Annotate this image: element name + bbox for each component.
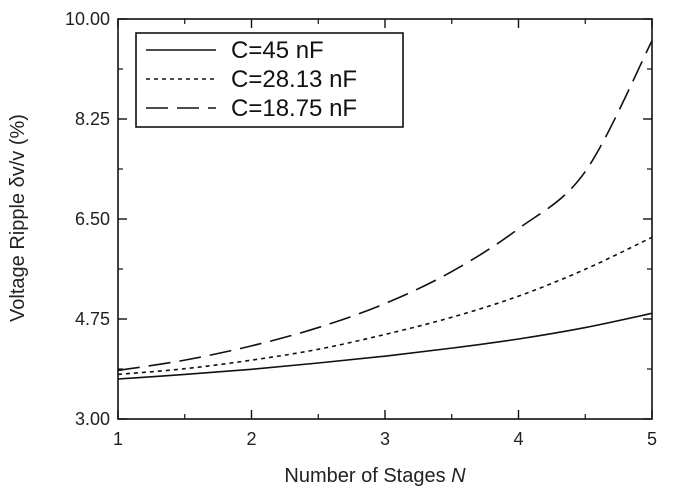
axis-tick-labels: 3.00 4.75 6.50 8.25 10.00 1 2 3 4 5 bbox=[65, 9, 657, 449]
series-line-2 bbox=[117, 236, 653, 376]
y-tick-label: 3.00 bbox=[75, 409, 110, 429]
x-tick-label: 4 bbox=[513, 429, 523, 449]
x-tick-label: 5 bbox=[647, 429, 657, 449]
y-tick-label: 6.50 bbox=[75, 209, 110, 229]
series-line-3 bbox=[117, 40, 653, 372]
data-series bbox=[117, 40, 653, 380]
y-tick-label: 4.75 bbox=[75, 309, 110, 329]
legend-label-1: C=45 nF bbox=[231, 37, 324, 64]
x-axis-title: Number of Stages N bbox=[284, 465, 466, 487]
x-tick-label: 2 bbox=[246, 429, 256, 449]
y-tick-label: 8.25 bbox=[75, 109, 110, 129]
legend-label-2: C=28.13 nF bbox=[231, 66, 357, 93]
y-axis-title: Voltage Ripple δv/v (%) bbox=[7, 114, 29, 322]
legend-label-3: C=18.75 nF bbox=[231, 95, 357, 122]
legend: C=45 nFC=28.13 nFC=18.75 nF bbox=[135, 32, 404, 128]
x-axis-title-variable: N bbox=[451, 465, 466, 487]
x-tick-label: 3 bbox=[380, 429, 390, 449]
series-line-1 bbox=[117, 312, 653, 380]
legend-box bbox=[135, 32, 404, 128]
y-tick-label: 10.00 bbox=[65, 9, 110, 29]
x-tick-label: 1 bbox=[113, 429, 123, 449]
x-axis-title-text: Number of Stages bbox=[284, 465, 451, 487]
axis-ticks bbox=[117, 18, 653, 420]
